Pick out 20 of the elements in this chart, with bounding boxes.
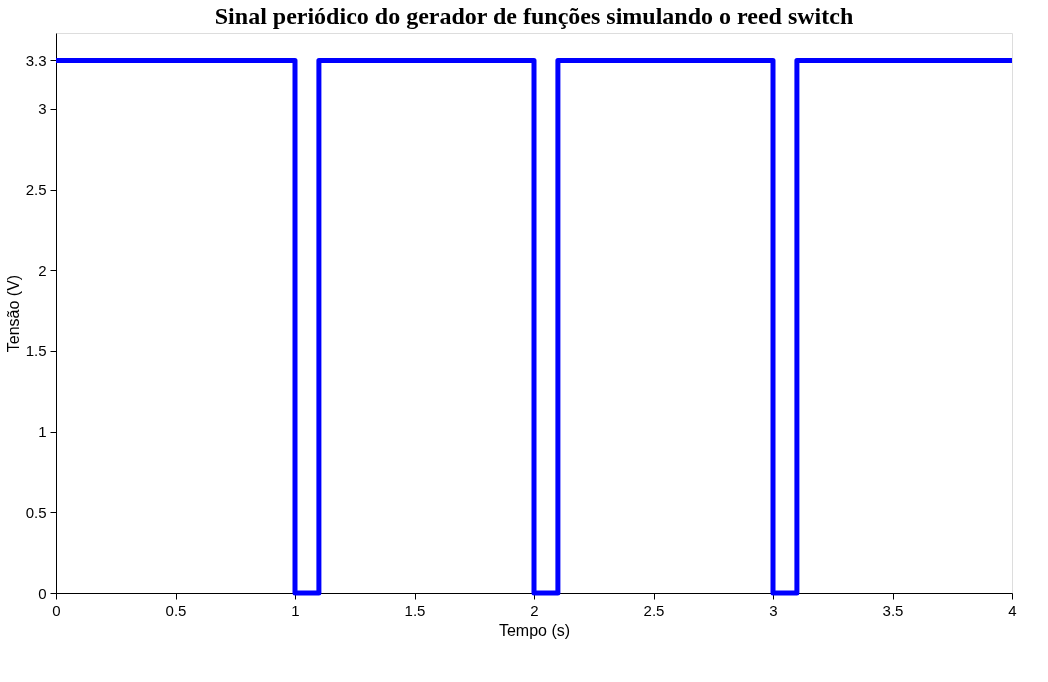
x-tick-label: 1: [291, 601, 300, 619]
y-tick-label: 1.5: [25, 342, 47, 360]
x-tick-label: 0: [52, 601, 61, 619]
chart-title: Sinal periódico do gerador de funções simulando o reed switch: [214, 3, 854, 29]
x-tick-label: 3: [769, 601, 778, 619]
y-tick-label: 2: [38, 261, 47, 279]
y-tick-label: 0.5: [25, 503, 47, 521]
x-tick-label: 1.5: [404, 601, 426, 619]
y-tick-label: 2.5: [25, 181, 47, 199]
y-tick-label: 3.3: [25, 51, 47, 69]
x-tick-label: 2: [530, 601, 539, 619]
x-tick-label: 4: [1008, 601, 1017, 619]
y-axis-title: Tensão (V): [4, 274, 22, 353]
y-tick-label: 1: [38, 423, 47, 441]
x-tick-label: 2.5: [643, 601, 665, 619]
x-axis-title: Tempo (s): [498, 621, 571, 639]
y-tick-label: 0: [38, 584, 47, 602]
x-tick-label: 0.5: [165, 601, 187, 619]
x-tick-label: 3.5: [882, 601, 904, 619]
y-tick-label: 3: [38, 100, 47, 118]
